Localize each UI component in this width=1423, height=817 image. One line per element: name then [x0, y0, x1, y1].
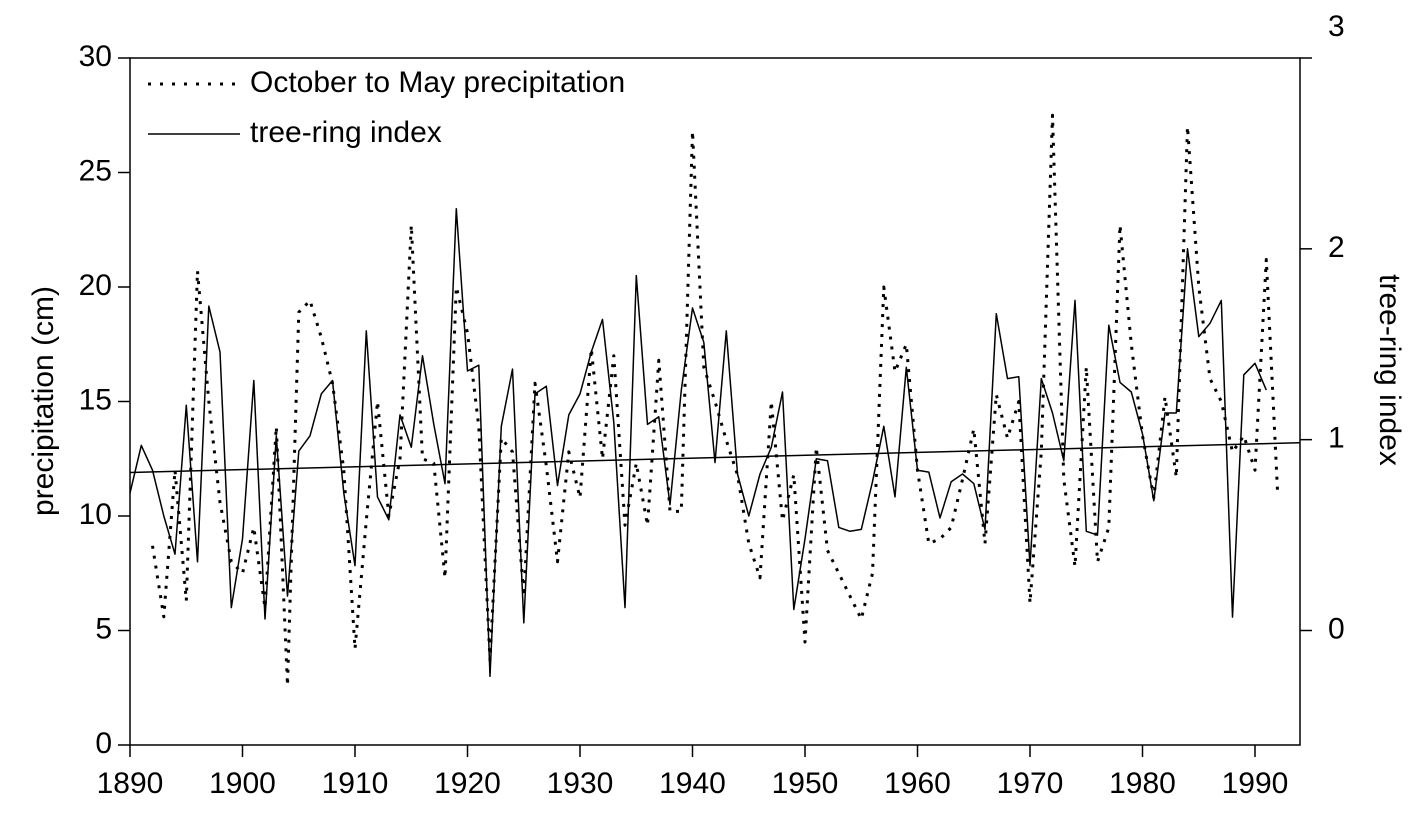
x-tick-label: 1930: [547, 767, 614, 800]
x-tick-label: 1900: [209, 767, 276, 800]
y-tick-label: 0: [95, 727, 112, 760]
y-tick-label: 20: [79, 269, 112, 302]
y-tick-label: 5: [95, 612, 112, 645]
y2-tick-label: 1: [1328, 422, 1345, 455]
x-tick-label: 1970: [997, 767, 1064, 800]
x-tick-label: 1950: [772, 767, 839, 800]
series-line: [129, 208, 1267, 678]
y2-tick-label: 2: [1328, 231, 1345, 264]
x-tick-label: 1910: [322, 767, 389, 800]
plot-frame: [129, 57, 1301, 746]
x-tick-label: 1890: [97, 767, 164, 800]
y-tick-label: 30: [79, 40, 112, 73]
x-tick-label: 1980: [1109, 767, 1176, 800]
trend-line: [129, 441, 1301, 474]
x-tick-label: 1920: [434, 767, 501, 800]
y-tick-label: 25: [79, 154, 112, 187]
y2-axis-label: tree-ring index: [1373, 274, 1406, 466]
y-axis-label: precipitation (cm): [27, 286, 60, 516]
y-tick-label: 10: [79, 498, 112, 531]
x-tick-label: 1940: [659, 767, 726, 800]
legend-label: October to May precipitation: [250, 66, 625, 99]
y2-tick-label: 0: [1328, 612, 1345, 645]
x-tick-label: 1990: [1222, 767, 1289, 800]
y-tick-label: 15: [79, 383, 112, 416]
legend-label: tree-ring index: [250, 116, 442, 149]
x-tick-label: 1960: [884, 767, 951, 800]
y2-tick-label: 3: [1328, 10, 1345, 43]
series-line: [151, 113, 1279, 687]
